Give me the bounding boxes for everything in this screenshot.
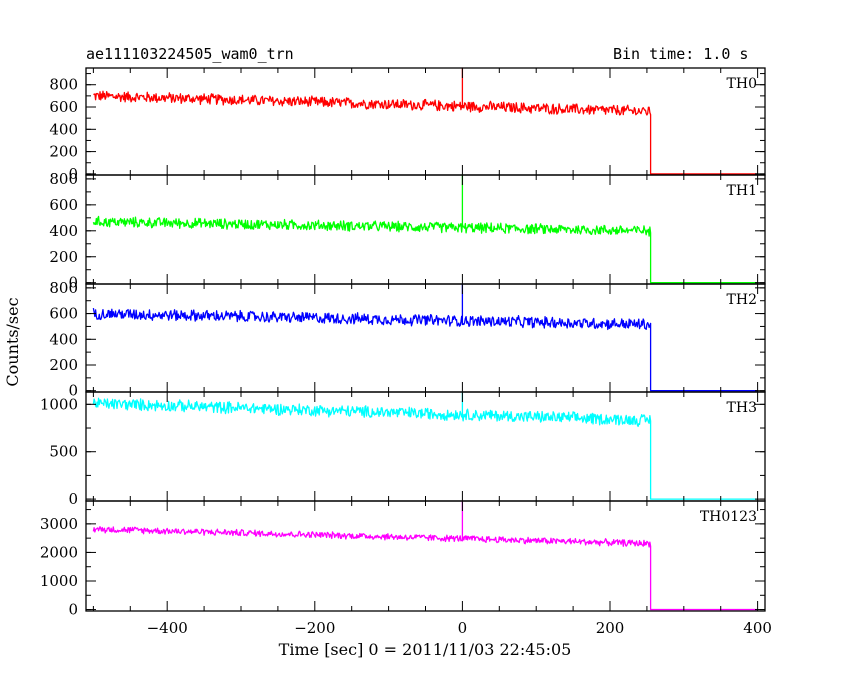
y-tick-label: 0 [68,274,78,292]
y-tick-label: 600 [49,98,78,116]
panel-frame-th2 [85,283,766,393]
x-tick-label: −400 [147,619,188,637]
y-tick-label: 800 [49,279,78,297]
y-tick-label: 400 [49,222,78,240]
x-tick-label: 200 [596,619,625,637]
bin-time-label: Bin time: 1.0 s [613,45,749,63]
y-tick-label: 600 [49,196,78,214]
series-line-th0 [93,67,758,175]
y-tick-label: 400 [49,120,78,138]
panel-label-th2: TH2 [727,292,757,308]
y-tick-label: 200 [49,356,78,374]
panel-frame-th0123 [85,500,766,612]
series-line-th1 [92,174,758,284]
y-tick-label: 800 [49,76,78,94]
y-tick-label: 600 [49,305,78,323]
series-line-th3 [92,391,758,500]
y-axis-label: Counts/sec [3,297,22,386]
x-axis-label: Time [sec] 0 = 2011/11/03 22:45:05 [279,640,572,659]
y-tick-label: 500 [49,443,78,461]
y-tick-label: 0 [68,382,78,400]
y-tick-label: 1000 [40,572,78,590]
panel-frame-th0 [85,67,766,176]
y-tick-label: 200 [49,248,78,266]
y-tick-label: 2000 [40,543,78,561]
x-tick-label: −200 [294,619,335,637]
panel-label-th1: TH1 [727,183,757,199]
y-tick-label: 0 [68,601,78,619]
panel-label-th3: TH3 [727,400,757,416]
x-tick-label: 400 [743,619,772,637]
y-tick-label: 1000 [40,395,78,413]
panel-label-th0123: TH0123 [700,509,757,525]
y-tick-label: 400 [49,330,78,348]
chart-title: ae111103224505_wam0_trn [86,45,294,63]
y-tick-label: 0 [68,490,78,508]
y-tick-label: 200 [49,143,78,161]
y-tick-label: 0 [68,165,78,183]
y-tick-label: 800 [49,170,78,188]
series-line-th2 [92,283,758,392]
y-tick-label: 3000 [40,515,78,533]
x-tick-label: 0 [458,619,468,637]
series-line-th0123 [92,500,758,611]
panel-label-th0: TH0 [727,76,757,92]
